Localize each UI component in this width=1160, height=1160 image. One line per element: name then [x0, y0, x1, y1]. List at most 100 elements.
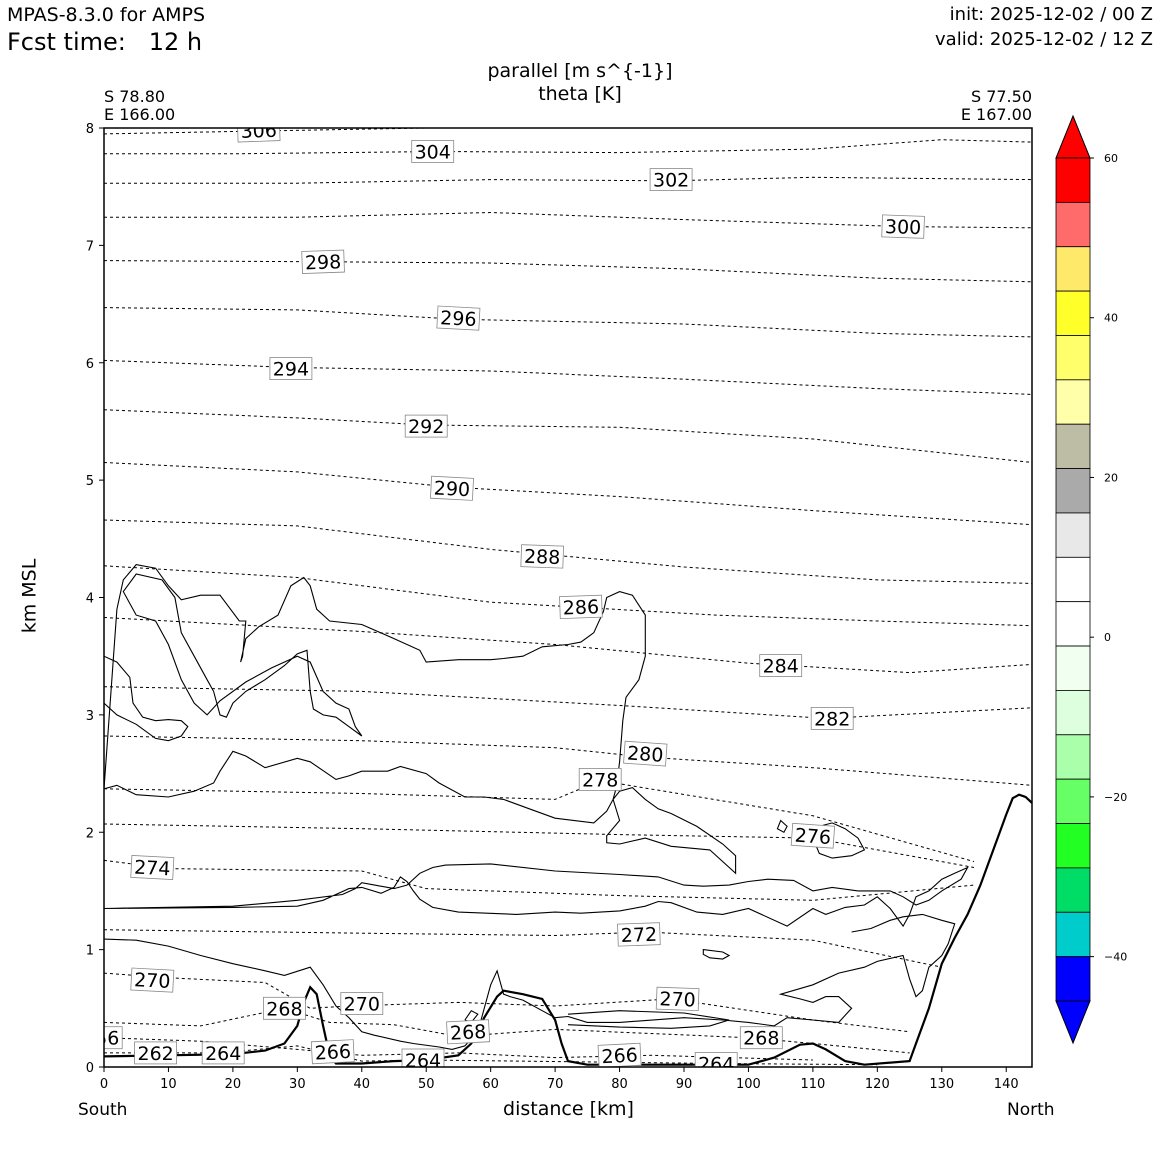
colorbar-segment	[1055, 423, 1091, 469]
colorbar-segment	[1055, 867, 1091, 913]
colorbar-segment	[1055, 468, 1091, 514]
x-tick-label: 130	[929, 1077, 954, 1092]
colorbar-tick-label: −20	[1104, 791, 1127, 804]
isentrope-label-group: 270	[130, 967, 175, 993]
colorbar-segment	[1055, 690, 1091, 736]
x-tick-label: 60	[482, 1077, 499, 1092]
parallel-wind-contour	[812, 822, 866, 859]
isentrope-label-group: 270	[340, 992, 384, 1016]
y-tick-label: 7	[86, 239, 94, 254]
colorbar-segment	[1055, 601, 1091, 647]
isentrope-label: 294	[273, 359, 309, 381]
colorbar-segment	[1055, 290, 1091, 336]
isentrope-label-group: 262	[134, 1041, 178, 1065]
parallel-wind-contour	[702, 948, 731, 960]
isentrope-label-group: 294	[269, 357, 313, 381]
isentrope-label-box	[430, 475, 474, 501]
colorbar-tick-label: 60	[1104, 152, 1118, 165]
colorbar-segment	[1055, 246, 1091, 292]
right-lon: E 167.00	[960, 105, 1032, 124]
right-endpoint-coords: S 77.50 E 167.00	[961, 88, 1032, 124]
left-endpoint-coords: S 78.80 E 166.00	[104, 88, 175, 124]
theta-isentrope-280	[104, 735, 1032, 786]
isentrope-label-box	[623, 740, 668, 767]
isentrope-label-group: 280	[623, 740, 668, 767]
x-tick-label: 90	[676, 1077, 693, 1092]
theta-isentrope-278	[104, 780, 975, 863]
isentrope-label: 270	[134, 969, 171, 993]
isentrope-label: 274	[134, 857, 171, 881]
isentrope-label: 300	[885, 216, 922, 239]
x-tick-label: 120	[865, 1077, 890, 1092]
theta-isentrope-294	[104, 359, 1032, 395]
isentrope-label-box	[739, 1026, 783, 1050]
isentrope-label: 304	[415, 142, 451, 164]
colorbar-segment	[1055, 956, 1091, 1002]
isentrope-label-group: 264	[201, 1041, 245, 1065]
colorbar-tick-label: 20	[1104, 471, 1118, 484]
y-tick-label: 2	[86, 826, 94, 841]
isentrope-label-group: 300	[881, 214, 925, 239]
isentrope-label-group: 306	[236, 120, 281, 143]
isentrope-label-box	[201, 1041, 245, 1065]
theta-isentrope-290	[104, 462, 1032, 526]
y-tick-label: 8	[86, 122, 94, 137]
isentrope-label: 290	[433, 477, 470, 501]
x-tick-label: 30	[289, 1077, 306, 1092]
isentrope-label-group: 286	[559, 594, 603, 620]
isentrope-label: 288	[524, 546, 561, 569]
south-end-label: South	[78, 1100, 128, 1120]
theta-isentrope-298	[104, 260, 1032, 283]
theta-isentrope-304	[104, 128, 1032, 135]
isentrope-label: 268	[266, 998, 302, 1020]
colorbar-tick-label: 40	[1104, 312, 1118, 325]
x-tick-label: 110	[800, 1077, 825, 1092]
isentrope-label-box	[810, 707, 854, 730]
isentrope-label-box	[404, 414, 448, 438]
isentrope-label: 298	[305, 251, 342, 274]
y-tick-label: 5	[86, 474, 94, 489]
isentrope-label-box	[446, 1019, 491, 1045]
isentrope-label-group: 302	[649, 168, 693, 192]
theta-isentrope-268	[104, 1007, 910, 1054]
isentrope-label-group: 264	[694, 1052, 738, 1067]
x-tick-label: 140	[994, 1077, 1019, 1092]
isentrope-label-group: 288	[520, 544, 564, 569]
isentrope-label-group: 56	[104, 1026, 123, 1050]
parallel-wind-contour	[104, 655, 189, 742]
colorbar-tick-label: 0	[1104, 631, 1111, 644]
isentrope-label-box	[520, 544, 564, 569]
y-tick-label: 0	[86, 1061, 94, 1076]
isentrope-label: 296	[440, 307, 477, 331]
plot-area: 306 304 302 300 298 296 294 292 290 288 286 284 282 2…	[104, 120, 1032, 1067]
isentrope-label: 306	[240, 120, 277, 143]
isentrope-label: 276	[794, 825, 832, 849]
theta-isentrope-302	[104, 176, 1032, 184]
isentrope-label-group: 264	[401, 1048, 445, 1067]
x-tick-label: 40	[354, 1077, 371, 1092]
forecast-time-value: 12 h	[148, 28, 203, 56]
isentrope-label-group: 292	[404, 414, 448, 438]
isentrope-label: 284	[763, 656, 799, 678]
isentrope-label-box	[236, 128, 281, 143]
north-end-label: North	[1007, 1100, 1055, 1120]
colorbar-segment	[1055, 823, 1091, 869]
colorbar-segment	[1055, 201, 1091, 248]
y-tick-label: 1	[86, 944, 94, 959]
model-name: MPAS-8.3.0 for AMPS	[7, 4, 206, 26]
isentrope-label-group: 284	[759, 654, 803, 678]
isentrope-label-box	[655, 986, 700, 1012]
isentrope-label: 262	[137, 1043, 173, 1065]
isentrope-label-group: 304	[411, 140, 455, 164]
isentrope-label-box	[134, 1041, 178, 1065]
isentrope-label-group: 268	[739, 1026, 783, 1050]
isentrope-label-group: 270	[655, 986, 700, 1012]
theta-isentrope-274	[104, 859, 975, 901]
y-axis-label: km MSL	[18, 558, 41, 634]
isentrope-label: 270	[659, 988, 696, 1011]
colorbar-extend-bottom	[1055, 1000, 1091, 1045]
isentrope-label: 302	[653, 170, 689, 192]
isentrope-label: 268	[743, 1028, 779, 1050]
colorbar-segment	[1055, 556, 1091, 603]
